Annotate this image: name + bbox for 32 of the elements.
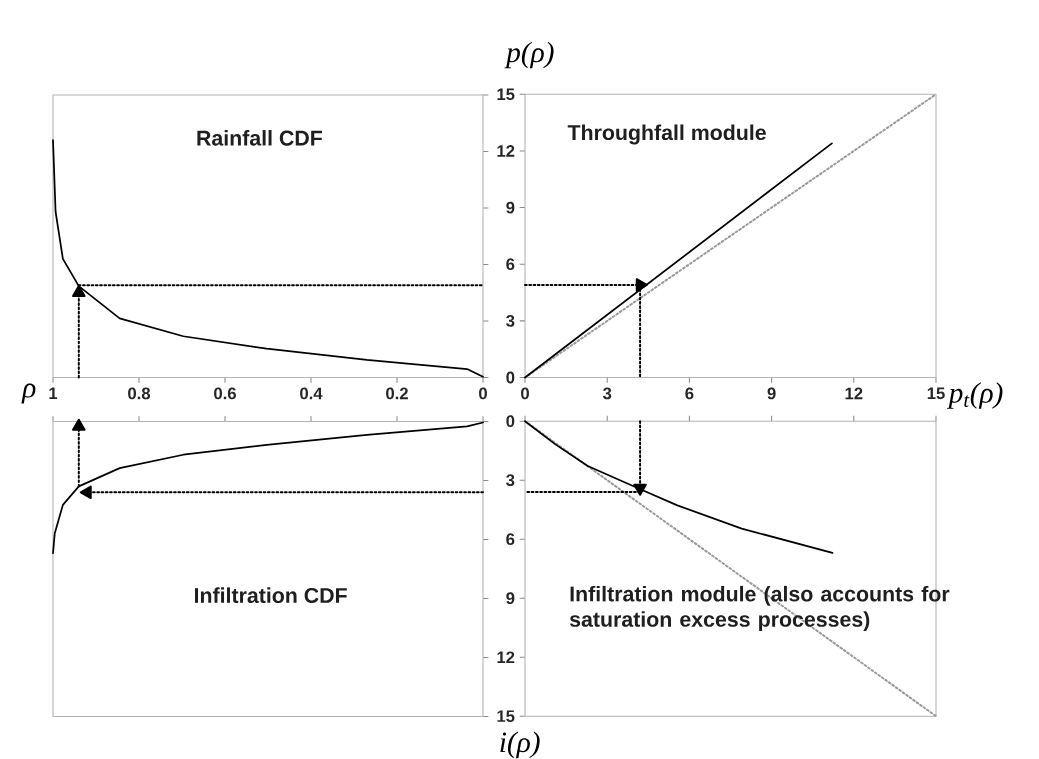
y-tick-label: 15 (497, 710, 515, 723)
text: Throughfall module (567, 124, 766, 145)
x-tick-label: 0.8 (128, 387, 151, 400)
y-tick-label: 0 (506, 415, 515, 428)
y-tick-label: 9 (506, 592, 515, 605)
x-tick-label: 6 (685, 387, 694, 400)
x-tick-label: 12 (845, 387, 863, 400)
y-tick-label: 15 (497, 88, 515, 101)
y-tick-label: 0 (506, 371, 515, 384)
x-axis-title: p$_{t}$(ρ) (947, 382, 1003, 409)
y-axis-title: p(ρ) (504, 41, 554, 69)
y-tick-label: 6 (506, 258, 515, 271)
x-tick-label: 1 (49, 387, 58, 399)
text: Infiltration module (also accounts for saturation excess processes) (569, 585, 950, 632)
y-tick-label: 12 (497, 145, 515, 157)
text: Infiltration CDF (194, 587, 347, 604)
y-tick-label: 9 (506, 201, 515, 214)
x-tick-label: 0 (479, 387, 487, 400)
y-tick-label: 6 (506, 533, 515, 546)
x-tick-label: 3 (602, 387, 612, 400)
x-tick-label: 0.4 (300, 387, 323, 400)
x-tick-label: 0 (521, 387, 529, 400)
y-axis-title: i(ρ) (500, 731, 540, 759)
y-tick-label: 3 (506, 314, 515, 327)
x-tick-label: 15 (927, 387, 945, 400)
x-tick-label: 0.6 (214, 387, 236, 400)
x-tick-label: 0.2 (386, 387, 408, 400)
y-tick-label: 12 (497, 651, 515, 664)
y-tick-label: 3 (506, 474, 515, 487)
x-axis-title: ρ (21, 383, 36, 404)
x-tick-label: 9 (767, 387, 776, 400)
text: Rainfall CDF (197, 130, 323, 146)
